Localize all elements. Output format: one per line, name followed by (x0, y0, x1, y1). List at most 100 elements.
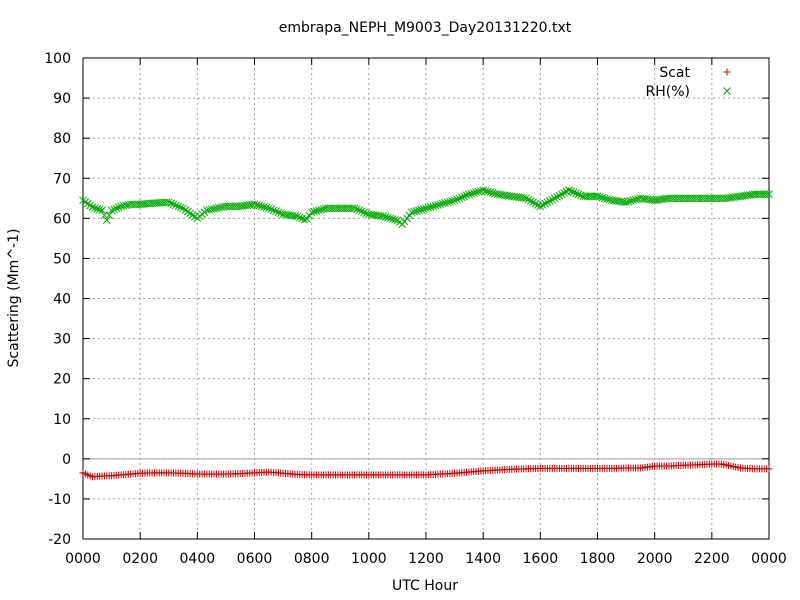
legend-marker-glyph-b (723, 87, 731, 95)
data-point-b (657, 195, 666, 204)
data-point-b (765, 190, 773, 199)
data-point (386, 214, 395, 223)
data-point (117, 202, 125, 211)
data-point-b (491, 189, 499, 198)
data-point (407, 208, 416, 217)
data-point (631, 195, 640, 204)
data-point-b (548, 195, 557, 204)
data-point-b (519, 194, 528, 202)
data-point-b (412, 207, 421, 215)
data-point-b (450, 196, 459, 205)
data-point-b (543, 198, 552, 207)
data-point (91, 204, 99, 212)
data-point-b (436, 200, 445, 209)
data-point (102, 216, 111, 224)
data-point-b (560, 189, 569, 197)
data-point-b (253, 201, 261, 209)
data-point-b (431, 201, 440, 210)
data-point-b (600, 194, 609, 203)
data-point (95, 205, 104, 214)
data-point-b (355, 206, 364, 215)
data-point-b (250, 200, 259, 209)
data-point (355, 206, 364, 215)
data-point (491, 189, 499, 198)
data-point-b (553, 193, 561, 201)
data-point-b (736, 192, 745, 201)
data-point (272, 207, 280, 216)
data-point (445, 197, 454, 206)
y-tick-label: 70 (53, 171, 71, 187)
data-point-b (574, 190, 583, 199)
data-point-b (465, 190, 473, 199)
data-point-b (555, 191, 564, 200)
x-tick-label: 0800 (294, 551, 330, 567)
data-point-b (467, 189, 476, 198)
data-point-b (426, 203, 435, 211)
data-point-b (565, 186, 573, 195)
data-point-b (472, 188, 480, 197)
data-point (305, 211, 314, 220)
data-point-b (384, 213, 392, 222)
data-point-b (453, 195, 461, 204)
data-point-b (660, 195, 669, 203)
data-point-b (598, 193, 607, 202)
data-point-b (445, 197, 454, 206)
data-point (210, 204, 218, 213)
y-axis-label: Scattering (Mm^-1) (6, 229, 22, 368)
data-point (262, 203, 271, 212)
data-point-b (269, 206, 278, 215)
data-point (522, 194, 530, 203)
tick-marks (82, 57, 770, 540)
data-point-b (362, 209, 371, 218)
data-point (603, 195, 611, 203)
data-point-b (98, 206, 106, 215)
data-point-b (746, 191, 754, 199)
data-point (536, 202, 545, 211)
legend-marker-scat (723, 68, 731, 76)
data-point (264, 204, 273, 213)
data-point (207, 205, 216, 214)
data-point (574, 190, 583, 199)
data-point (488, 189, 497, 197)
data-point-b (217, 203, 226, 212)
data-point (164, 198, 173, 207)
data-point (357, 207, 366, 216)
data-point-b (181, 206, 190, 214)
data-point (384, 213, 392, 222)
data-point-b (122, 201, 130, 210)
data-point (529, 198, 538, 207)
data-point-b (305, 211, 314, 220)
data-point-b (531, 199, 540, 208)
data-point (269, 206, 278, 215)
data-point (548, 195, 557, 204)
data-point (214, 203, 223, 212)
data-point (122, 201, 130, 210)
data-point (98, 206, 106, 215)
data-point-b (631, 195, 640, 204)
data-point-b (102, 216, 111, 224)
data-point-b (626, 197, 635, 205)
data-point (310, 207, 318, 216)
data-point (169, 200, 178, 209)
data-point-b (91, 204, 99, 212)
data-point-b (541, 199, 549, 208)
data-point (598, 193, 607, 202)
data-point (162, 198, 171, 207)
data-point (450, 196, 459, 205)
data-point-b (110, 205, 118, 214)
chart-title: embrapa_NEPH_M9003_Day20131220.txt (279, 20, 572, 36)
data-point-b (526, 197, 535, 205)
data-point (274, 208, 283, 217)
data-point-b (407, 208, 416, 217)
data-point (93, 204, 102, 213)
x-tick-label: 2000 (637, 551, 673, 567)
data-point (176, 203, 185, 212)
data-point-b (179, 204, 187, 213)
y-tick-label: 0 (62, 452, 71, 468)
y-tick-label: 90 (53, 91, 71, 107)
data-point (626, 197, 635, 205)
data-point (376, 212, 385, 220)
data-point-b (272, 207, 280, 216)
x-tick-label: 2200 (694, 551, 730, 567)
data-point-b (319, 205, 328, 213)
